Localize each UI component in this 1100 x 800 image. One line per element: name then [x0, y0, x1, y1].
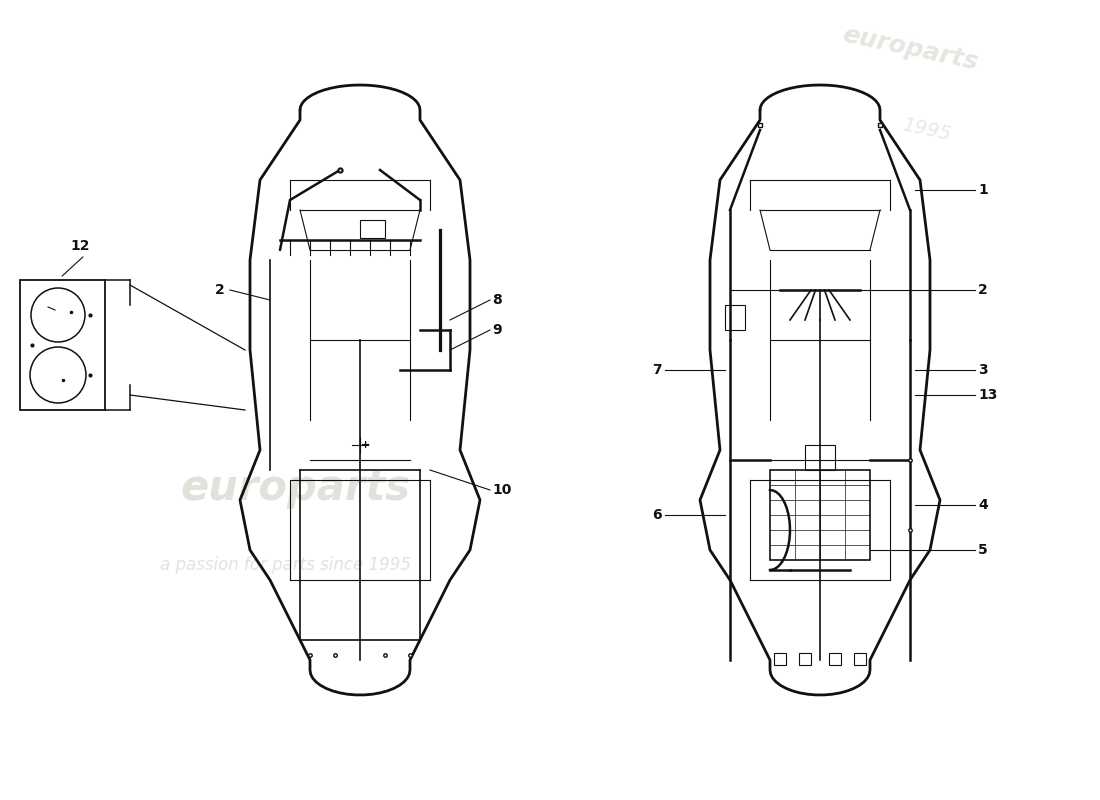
Bar — [829, 653, 842, 665]
Text: 3: 3 — [978, 363, 988, 377]
Text: 7: 7 — [652, 363, 662, 377]
Text: 1995: 1995 — [900, 115, 953, 144]
Text: a passion for parts since 1995: a passion for parts since 1995 — [160, 556, 411, 574]
Text: 8: 8 — [492, 293, 502, 307]
Text: 13: 13 — [978, 388, 998, 402]
Bar — [805, 445, 835, 470]
Bar — [770, 470, 870, 560]
Text: europarts: europarts — [180, 467, 410, 509]
Bar — [20, 280, 104, 410]
Bar — [725, 305, 745, 330]
Text: 4: 4 — [978, 498, 988, 512]
Text: 9: 9 — [492, 323, 502, 337]
Bar — [799, 653, 811, 665]
Text: 2: 2 — [216, 283, 225, 297]
Text: 10: 10 — [492, 483, 512, 497]
Text: 2: 2 — [978, 283, 988, 297]
Bar — [854, 653, 866, 665]
Text: 1: 1 — [978, 183, 988, 197]
Text: 6: 6 — [652, 508, 662, 522]
Text: +: + — [361, 440, 370, 450]
Bar — [774, 653, 786, 665]
Text: 12: 12 — [70, 239, 89, 253]
Text: europarts: europarts — [840, 22, 980, 75]
Bar — [360, 220, 385, 238]
Text: 5: 5 — [978, 543, 988, 557]
